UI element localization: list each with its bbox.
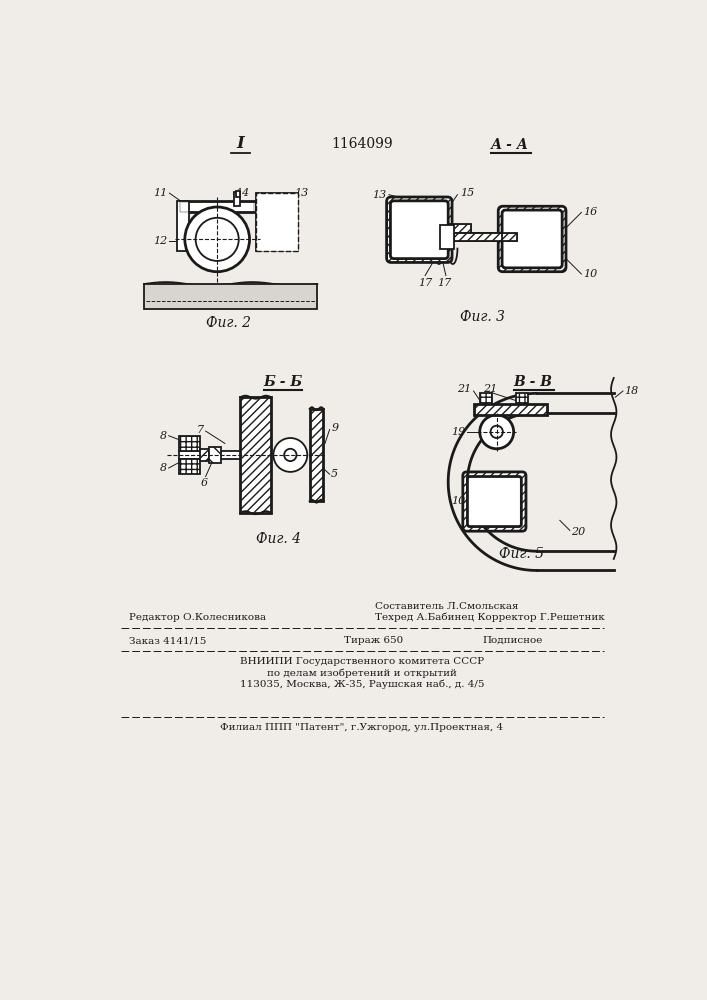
Text: Б - Б: Б - Б [263, 375, 303, 389]
Bar [179, 459, 200, 474]
Text: Филиал ППП "Патент", г.Ужгород, ул.Проектная, 4: Филиал ППП "Патент", г.Ужгород, ул.Проек… [221, 723, 503, 732]
Bar [200, 449, 209, 461]
Text: 17: 17 [418, 278, 432, 288]
Bar [310, 409, 324, 501]
Bar [440, 225, 455, 249]
Text: 10: 10 [583, 269, 597, 279]
Bar [455, 233, 502, 241]
Bar [256, 193, 298, 251]
Bar [179, 436, 200, 451]
Bar [480, 393, 492, 404]
Text: 12: 12 [153, 236, 167, 246]
Bar [516, 393, 528, 404]
Text: 6: 6 [201, 478, 208, 488]
Text: 113035, Москва, Ж-35, Раушская наб., д. 4/5: 113035, Москва, Ж-35, Раушская наб., д. … [240, 679, 484, 689]
Bar [240, 397, 271, 513]
Text: 8: 8 [160, 431, 167, 441]
Text: 10: 10 [451, 496, 465, 506]
Bar [444, 233, 518, 241]
Bar [209, 447, 221, 463]
FancyBboxPatch shape [463, 472, 526, 531]
Text: 15: 15 [460, 188, 474, 198]
Text: Фиг. 4: Фиг. 4 [257, 532, 301, 546]
Bar [177, 201, 189, 251]
Bar [179, 451, 240, 459]
Circle shape [284, 449, 296, 461]
Text: Фиг. 3: Фиг. 3 [460, 310, 506, 324]
Text: 11: 11 [153, 188, 167, 198]
FancyBboxPatch shape [467, 477, 521, 527]
Text: 20: 20 [571, 527, 585, 537]
Circle shape [185, 207, 250, 272]
Text: А - А: А - А [491, 138, 529, 152]
Circle shape [196, 218, 239, 261]
Text: 13: 13 [373, 190, 387, 200]
Text: ВНИИПИ Государственного комитета СССР: ВНИИПИ Государственного комитета СССР [240, 657, 484, 666]
Bar [180, 202, 254, 212]
Circle shape [491, 426, 503, 438]
Text: 5: 5 [331, 469, 338, 479]
Bar [256, 193, 298, 251]
Bar [234, 192, 240, 206]
Text: 14: 14 [235, 188, 249, 198]
Circle shape [274, 438, 308, 472]
Text: Тираж 650: Тираж 650 [344, 636, 404, 645]
Bar [474, 404, 547, 415]
Text: I: I [236, 135, 244, 152]
Circle shape [480, 415, 514, 449]
Text: 19: 19 [451, 427, 465, 437]
Text: Составитель Л.Смольская: Составитель Л.Смольская [375, 602, 518, 611]
Text: 18: 18 [624, 386, 638, 396]
Bar [448, 224, 472, 236]
Bar [235, 191, 240, 197]
Bar [474, 404, 547, 415]
Bar [455, 233, 502, 241]
FancyBboxPatch shape [498, 206, 566, 272]
Bar [179, 201, 256, 212]
Text: Фиг. 2: Фиг. 2 [206, 316, 251, 330]
FancyBboxPatch shape [390, 201, 448, 259]
FancyBboxPatch shape [502, 210, 562, 268]
Bar [444, 233, 518, 241]
Text: Техред А.Бабинец Корректор Г.Решетник: Техред А.Бабинец Корректор Г.Решетник [375, 613, 604, 622]
Text: 7: 7 [197, 425, 204, 435]
Text: 13: 13 [294, 188, 308, 198]
Text: 8: 8 [160, 463, 167, 473]
Text: В - В: В - В [513, 375, 552, 389]
Text: 1164099: 1164099 [331, 137, 393, 151]
Bar [448, 224, 472, 236]
Text: Редактор О.Колесникова: Редактор О.Колесникова [129, 613, 266, 622]
Text: 17: 17 [437, 278, 452, 288]
Text: 21: 21 [457, 384, 472, 394]
Bar [144, 284, 317, 309]
FancyBboxPatch shape [387, 197, 452, 262]
Text: Подписное: Подписное [483, 636, 543, 645]
Text: 16: 16 [583, 207, 597, 217]
Text: Заказ 4141/15: Заказ 4141/15 [129, 636, 206, 645]
Text: по делам изобретений и открытий: по делам изобретений и открытий [267, 668, 457, 678]
Text: 9: 9 [331, 423, 338, 433]
Text: Фиг. 5: Фиг. 5 [499, 547, 544, 561]
Text: 21: 21 [483, 384, 497, 394]
